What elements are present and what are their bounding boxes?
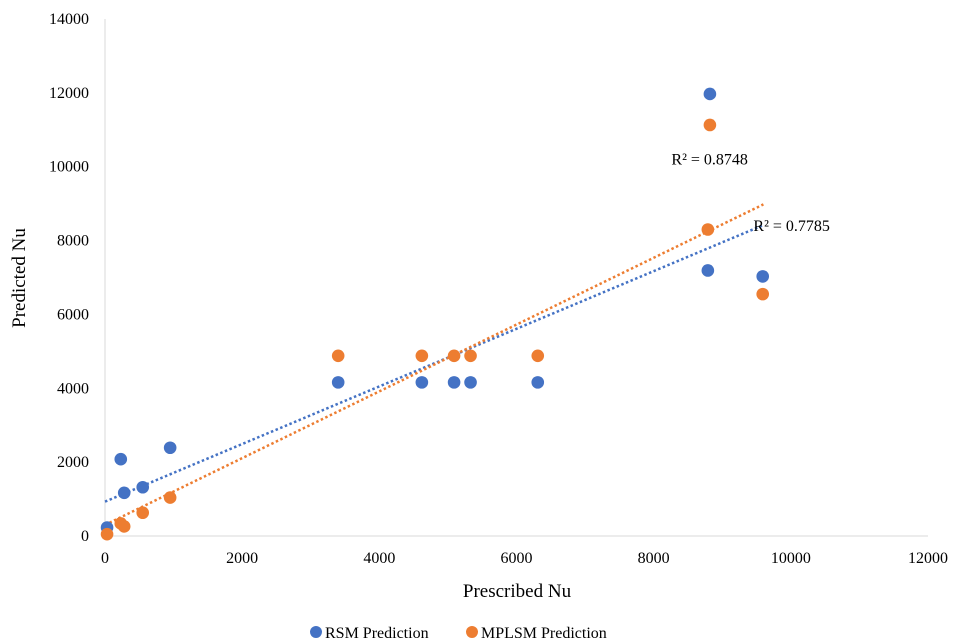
data-point-mplsm	[100, 527, 114, 541]
x-tick-label: 8000	[638, 550, 670, 567]
x-axis-title: Prescribed Nu	[463, 581, 572, 602]
legend-marker-mplsm	[466, 626, 478, 638]
y-axis-title: Predicted Nu	[9, 228, 30, 328]
legend-item-mplsm: MPLSM Prediction	[466, 625, 607, 641]
data-point-rsm	[701, 264, 715, 277]
r2-label-mplsm: R² = 0.8748	[671, 151, 748, 168]
data-point-mplsm	[136, 506, 150, 520]
trendlines	[104, 203, 764, 527]
r2-labels: R² = 0.7785 R² = 0.8748	[671, 151, 830, 235]
data-point-rsm	[464, 376, 477, 389]
data-point-mplsm	[756, 287, 770, 301]
data-point-rsm	[114, 452, 128, 466]
y-tick-labels: 0 2000 4000 6000 8000 10000 12000 14000	[49, 11, 89, 545]
data-point-rsm	[331, 376, 345, 389]
y-tick-label: 0	[81, 528, 89, 545]
y-tick-label: 12000	[49, 85, 89, 102]
data-point-rsm	[756, 270, 770, 283]
y-tick-label: 4000	[57, 380, 89, 397]
trendline-mplsm	[104, 203, 764, 527]
data-point-mplsm	[464, 349, 477, 363]
legend-label-mplsm: MPLSM Prediction	[481, 625, 607, 641]
x-tick-label: 0	[101, 550, 109, 567]
data-point-rsm	[703, 87, 717, 101]
y-tick-label: 10000	[49, 159, 89, 176]
x-tick-labels: 0 2000 4000 6000 8000 10000 12000	[101, 550, 948, 567]
x-tick-label: 12000	[908, 550, 948, 567]
y-tick-label: 8000	[57, 233, 89, 250]
data-point-mplsm	[117, 520, 131, 533]
data-point-mplsm	[531, 349, 545, 363]
data-point-rsm	[531, 376, 545, 389]
data-points	[100, 87, 770, 541]
legend-marker-rsm	[310, 626, 322, 638]
data-point-mplsm	[701, 223, 715, 236]
x-tick-label: 2000	[226, 550, 258, 567]
data-point-mplsm	[447, 349, 461, 363]
x-tick-label: 4000	[363, 550, 395, 567]
x-tick-label: 6000	[501, 550, 533, 567]
data-point-mplsm	[163, 491, 177, 504]
legend-item-rsm: RSM Prediction	[310, 625, 429, 641]
r2-label-rsm: R² = 0.7785	[753, 218, 830, 235]
data-point-rsm	[136, 480, 150, 494]
legend-label-rsm: RSM Prediction	[325, 625, 429, 641]
y-tick-label: 6000	[57, 306, 89, 323]
axes	[104, 19, 928, 537]
data-point-mplsm	[415, 349, 429, 363]
y-tick-label: 2000	[57, 454, 89, 471]
x-tick-label: 10000	[771, 550, 811, 567]
y-tick-label: 14000	[49, 11, 89, 28]
data-point-rsm	[415, 376, 429, 389]
data-point-rsm	[163, 441, 177, 455]
data-point-mplsm	[331, 349, 345, 363]
data-point-rsm	[447, 376, 461, 389]
data-point-rsm	[117, 486, 131, 500]
data-point-mplsm	[703, 118, 717, 132]
legend: RSM Prediction MPLSM Prediction	[310, 625, 607, 641]
